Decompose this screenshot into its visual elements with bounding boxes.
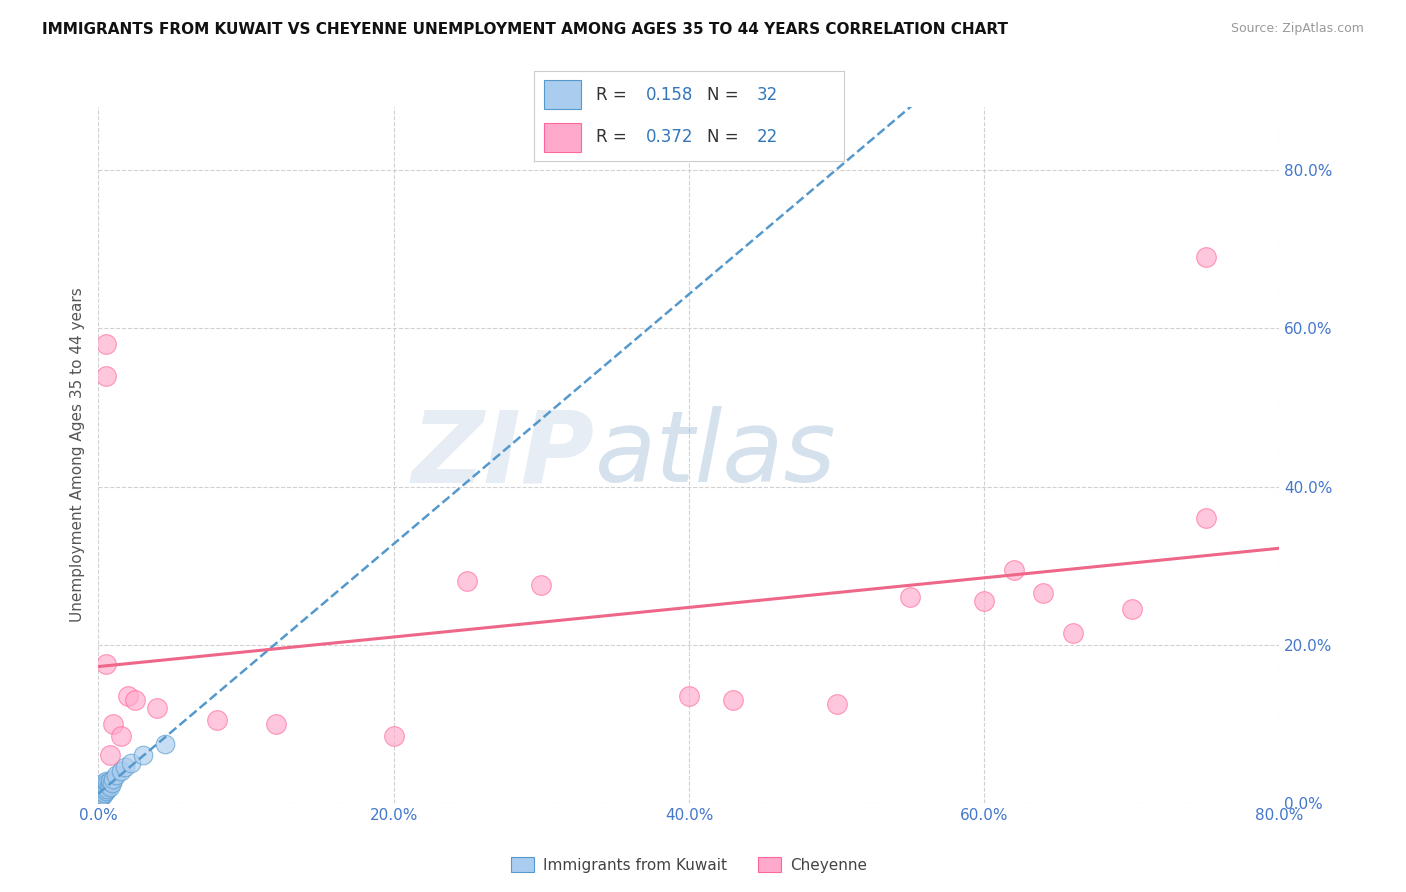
Point (124, 693, 146, 707)
Point (114, 760, 136, 774)
Point (110, 729, 132, 743)
Point (1195, 511, 1218, 525)
FancyBboxPatch shape (544, 80, 581, 109)
Point (973, 594, 995, 608)
Point (146, 701, 169, 715)
Point (94, 773, 117, 788)
Point (93, 781, 115, 796)
Point (678, 689, 700, 703)
Point (117, 689, 139, 703)
Point (721, 693, 744, 707)
Point (900, 591, 922, 605)
Point (96, 776, 118, 790)
Point (90, 786, 112, 800)
Point (90, 784, 112, 798)
Point (1032, 586, 1054, 600)
Text: atlas: atlas (595, 407, 837, 503)
Text: 0.158: 0.158 (645, 86, 693, 103)
Point (153, 737, 176, 751)
Point (98, 773, 121, 788)
Point (456, 574, 478, 589)
Text: 22: 22 (756, 128, 779, 146)
Text: IMMIGRANTS FROM KUWAIT VS CHEYENNE UNEMPLOYMENT AMONG AGES 35 TO 44 YEARS CORREL: IMMIGRANTS FROM KUWAIT VS CHEYENNE UNEMP… (42, 22, 1008, 37)
Text: R =: R = (596, 86, 633, 103)
Point (382, 729, 405, 743)
Y-axis label: Unemployment Among Ages 35 to 44 years: Unemployment Among Ages 35 to 44 years (69, 287, 84, 623)
Point (98, 748, 121, 763)
Point (91, 776, 114, 790)
Point (93, 778, 115, 792)
Point (100, 776, 122, 790)
Point (97, 778, 120, 792)
Point (89, 786, 111, 800)
Point (89, 784, 111, 798)
Point (96, 781, 118, 796)
Point (110, 764, 132, 779)
Point (94, 337, 117, 351)
Point (264, 716, 287, 731)
Point (89, 789, 111, 804)
Text: 32: 32 (756, 86, 779, 103)
Point (120, 756, 142, 771)
Point (93, 786, 115, 800)
Point (825, 697, 848, 711)
Point (94, 780, 117, 794)
Point (94, 784, 117, 798)
Point (132, 748, 155, 763)
Point (105, 768, 128, 782)
Point (103, 716, 125, 731)
Text: Source: ZipAtlas.com: Source: ZipAtlas.com (1230, 22, 1364, 36)
Point (98, 780, 121, 794)
Point (205, 713, 228, 727)
FancyBboxPatch shape (544, 123, 581, 152)
Point (94, 657, 117, 672)
Point (530, 578, 553, 592)
Point (1002, 563, 1025, 577)
Text: N =: N = (707, 86, 744, 103)
Point (90, 789, 112, 804)
Point (94, 368, 117, 383)
Legend: Immigrants from Kuwait, Cheyenne: Immigrants from Kuwait, Cheyenne (505, 850, 873, 879)
Point (89, 788, 111, 802)
Text: 0.372: 0.372 (645, 128, 693, 146)
Text: N =: N = (707, 128, 744, 146)
Text: R =: R = (596, 128, 633, 146)
Point (89, 792, 111, 806)
Point (91, 788, 114, 802)
Point (90, 780, 112, 794)
Point (1121, 602, 1143, 616)
Point (91, 780, 114, 794)
Text: ZIP: ZIP (412, 407, 595, 503)
Point (91, 784, 114, 798)
Point (1195, 250, 1218, 264)
Point (1062, 625, 1084, 640)
Point (103, 772, 125, 786)
